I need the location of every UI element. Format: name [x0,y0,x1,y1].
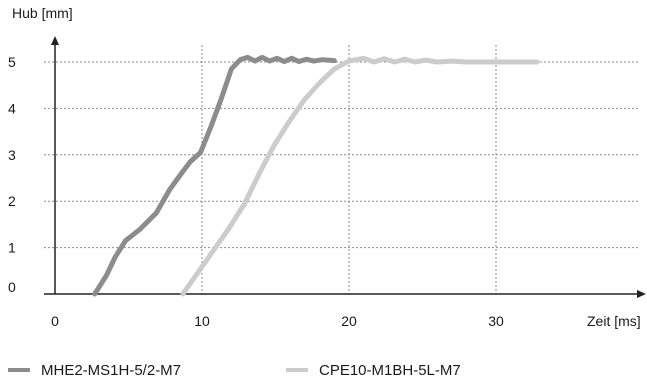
x-axis-label: Zeit [ms] [587,313,641,329]
chart-axis-labels: Hub [mm] Zeit [ms] [12,5,641,329]
legend-label-mhe2: MHE2-MS1H-5/2-M7 [41,362,181,379]
y-tick-label-4: 4 [8,100,16,116]
x-tick-label-10: 10 [194,313,210,329]
chart-series-layer [95,57,537,294]
x-axis-arrowhead [637,290,646,298]
series-line-1 [183,58,537,294]
chart-grid [44,45,640,294]
chart-ticks: 0 1 2 3 4 5 0 10 20 30 [8,54,504,329]
y-tick-label-5: 5 [8,54,16,70]
y-tick-label-0: 0 [8,279,16,295]
x-tick-label-0: 0 [51,313,59,329]
legend-swatch-mhe2 [8,368,30,372]
x-tick-label-30: 30 [488,313,504,329]
y-tick-label-1: 1 [8,240,16,256]
y-tick-label-3: 3 [8,147,16,163]
x-tick-label-20: 20 [341,313,357,329]
legend-swatch-cpe10 [286,368,308,372]
chart-legend: MHE2-MS1H-5/2-M7 CPE10-M1BH-5L-M7 [8,362,461,379]
series-line-0 [95,57,335,294]
legend-label-cpe10: CPE10-M1BH-5L-M7 [319,362,461,379]
y-tick-label-2: 2 [8,193,16,209]
y-axis-label: Hub [mm] [12,5,73,21]
chart-axes [44,36,646,298]
y-axis-arrowhead [51,36,59,45]
